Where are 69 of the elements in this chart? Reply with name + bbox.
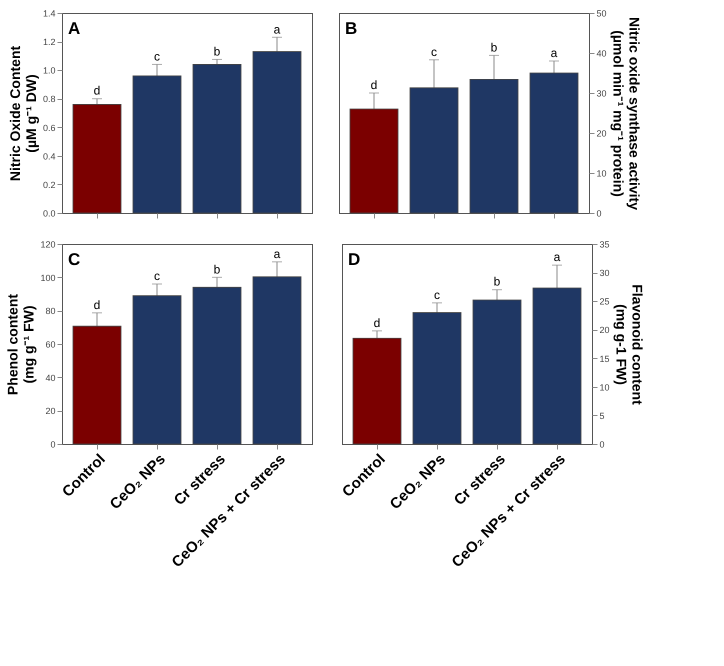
y-tick-label: 20 <box>45 406 56 416</box>
y-tick-label: 80 <box>45 306 56 316</box>
annotation: d <box>94 84 100 98</box>
y-axis-title: Nitric oxide synthase activity (µmol min⁻¹ mg⁻¹ protein) <box>610 17 643 210</box>
bar <box>192 286 242 444</box>
bar <box>132 295 182 444</box>
y-tick-label: 0.4 <box>42 151 56 162</box>
bar <box>352 338 402 444</box>
y-tick-label: 0.8 <box>42 94 56 104</box>
y-tick-label: 1.4 <box>42 8 56 18</box>
y-tick-label: 20 <box>596 128 607 138</box>
y-tick-label: 40 <box>45 372 56 383</box>
y-axis-title: Phenol content (mg g⁻¹ FW) <box>4 294 36 396</box>
bar <box>410 87 458 214</box>
bar <box>532 288 582 444</box>
annotation: c <box>154 49 160 64</box>
y-tick-label: 100 <box>40 272 56 283</box>
bar <box>530 72 578 214</box>
y-tick-label: 0.6 <box>42 122 56 133</box>
annotation: d <box>370 78 378 92</box>
y-tick-label: 30 <box>596 88 607 98</box>
bar <box>412 312 462 444</box>
y-tick-label: 25 <box>600 296 610 307</box>
y-tick-label: 0.2 <box>42 180 56 190</box>
annotation: b <box>214 44 221 58</box>
bar <box>252 276 302 444</box>
y-tick-label: 1.0 <box>42 66 56 76</box>
y-tick-label: 0 <box>600 440 605 450</box>
y-tick-label: 5 <box>600 410 605 421</box>
annotation: c <box>154 269 160 283</box>
annotation: a <box>550 46 558 60</box>
y-tick-label: 50 <box>596 8 607 18</box>
y-tick-label: 40 <box>596 48 607 58</box>
y-tick-label: 35 <box>600 240 610 250</box>
bar <box>72 326 122 444</box>
y-tick-label: 120 <box>40 240 56 250</box>
annotation: d <box>94 298 100 312</box>
bar <box>470 79 518 214</box>
chart-title: C <box>68 250 80 269</box>
y-tick-label: 0.0 <box>42 208 56 218</box>
annotation: c <box>434 288 440 302</box>
y-tick-label: 20 <box>600 325 610 336</box>
annotation: b <box>494 274 501 289</box>
annotation: a <box>554 250 561 264</box>
annotation: c <box>431 44 437 59</box>
y-axis-title: Nitric Oxide Content (µM g⁻¹ DW) <box>6 45 39 182</box>
y-tick-label: 0 <box>596 208 602 218</box>
y-tick-label: 10 <box>600 382 610 392</box>
y-tick-label: 0 <box>50 440 56 450</box>
y-tick-label: 1.2 <box>42 37 56 48</box>
y-tick-label: 60 <box>45 340 56 350</box>
annotation: d <box>374 316 380 330</box>
chart-title: B <box>345 19 358 38</box>
annotation: a <box>274 246 281 261</box>
bar <box>132 75 182 214</box>
annotation: b <box>490 40 498 54</box>
chart-title: D <box>348 250 360 269</box>
bar <box>192 64 242 214</box>
bar <box>350 108 398 214</box>
y-tick-label: 30 <box>600 268 610 278</box>
annotation: a <box>274 22 281 36</box>
annotation: b <box>214 262 221 276</box>
bar <box>72 104 122 214</box>
y-tick-label: 15 <box>600 354 610 364</box>
y-axis-title: Flavonoid content (mg g-1 FW) <box>614 284 646 406</box>
chart-title: A <box>68 19 80 38</box>
bar <box>252 51 302 214</box>
y-tick-label: 10 <box>596 168 607 178</box>
bar <box>472 300 522 444</box>
